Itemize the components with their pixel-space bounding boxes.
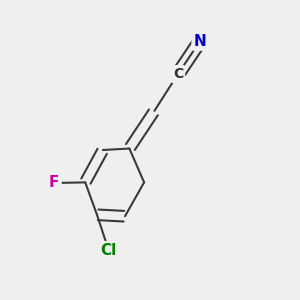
Text: F: F (49, 176, 59, 190)
Text: Cl: Cl (101, 243, 117, 258)
Text: N: N (194, 34, 206, 49)
Text: C: C (173, 67, 183, 81)
